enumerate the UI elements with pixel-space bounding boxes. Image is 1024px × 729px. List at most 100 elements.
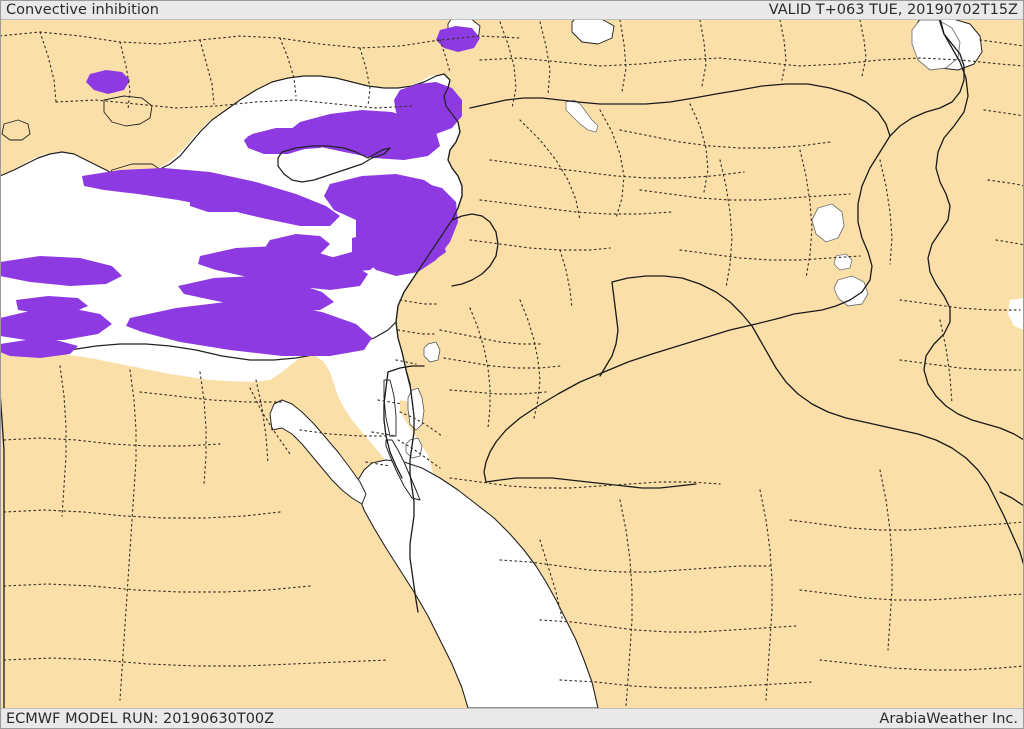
admin-egypt-10: [299, 429, 391, 437]
land-turkey-north: [0, 18, 1024, 729]
admin-egypt-8: [59, 365, 67, 517]
lake-dead-sea-south: [405, 437, 423, 459]
admin-iran-2: [983, 109, 1024, 117]
land-north-africa: [0, 350, 562, 708]
cin-patch-syria-coast: [330, 252, 380, 272]
admin-iraq-8: [899, 359, 1021, 371]
coast-turkey-south: [0, 73, 445, 177]
coast-levant-overlay: [395, 73, 463, 387]
admin-saudi-6: [759, 489, 773, 701]
sea-persian-gulf: [1008, 298, 1024, 330]
admin-turkey-14: [859, 19, 867, 77]
admin-turkey-3: [119, 41, 131, 111]
country-borders: [0, 17, 1024, 709]
admin-iran-3: [987, 179, 1024, 187]
border-jordan-iraq: [599, 281, 619, 377]
admin-israel-5: [371, 431, 397, 437]
admin-turkey-6: [359, 47, 371, 107]
admin-syria-4: [489, 159, 745, 179]
provider-credit: ArabiaWeather Inc.: [879, 711, 1018, 727]
border-israel-egypt: [383, 371, 403, 479]
admin-iraq-1: [619, 129, 831, 149]
border-egypt-libya: [0, 391, 5, 709]
admin-turkey-15: [479, 57, 1024, 67]
admin-turkey-10: [539, 21, 551, 95]
admin-iraq-3: [679, 249, 861, 261]
admin-saudi-11: [819, 659, 1024, 671]
border-iraq-iran: [923, 17, 1024, 441]
admin-jordan-3: [449, 389, 547, 395]
sea-red-sea: [357, 459, 599, 709]
admin-israel-3: [395, 359, 417, 365]
cin-patch-mid-med: [198, 246, 368, 290]
coast-cyprus-overlay: [277, 145, 391, 183]
admin-egypt-6: [199, 371, 207, 485]
admin-saudi-5: [619, 499, 633, 707]
admin-syria-7: [559, 249, 573, 309]
admin-iraq-7: [899, 299, 1021, 311]
admin-egypt-3: [3, 509, 281, 519]
admin-iran-4: [995, 239, 1024, 246]
admin-saudi-1: [449, 477, 721, 489]
admin-turkey-5: [279, 37, 297, 97]
admin-iraq-2: [639, 189, 851, 201]
admin-turkey-8: [55, 99, 413, 109]
admin-jordan-5: [519, 299, 541, 419]
admin-syria-3: [689, 103, 709, 193]
admin-egypt-1: [119, 369, 137, 701]
admin-egypt-4: [3, 583, 311, 593]
cin-patch-turkey-coast-streak: [244, 128, 336, 150]
admin-turkey-1: [0, 31, 521, 49]
admin-turkey-4: [199, 39, 215, 105]
admin-jordan-1: [439, 329, 541, 345]
admin-saudi-9: [789, 519, 1024, 531]
admin-saudi-2: [499, 559, 771, 573]
land-aegean-island-c: [1, 119, 31, 141]
cin-patch-ne-turkey: [436, 26, 480, 52]
admin-jordan-4: [469, 307, 491, 429]
lake-galilee: [423, 341, 441, 363]
admin-sinai-1: [399, 411, 443, 437]
admin-turkey-13: [779, 19, 787, 81]
cin-patch-north-cyprus: [290, 110, 440, 160]
admin-iraq-9: [939, 319, 953, 405]
admin-israel-1: [399, 299, 437, 305]
cin-patch-africa-coast-2: [0, 340, 78, 358]
admin-saudi-7: [879, 469, 893, 651]
admin-egypt-5: [3, 657, 389, 667]
admin-saudi-4: [559, 679, 813, 689]
model-run-label: ECMWF MODEL RUN: 20190630T00Z: [6, 711, 275, 727]
sea-aqaba-north: [383, 379, 397, 437]
admin-iran-1: [979, 39, 1024, 47]
valid-time-label: VALID T+063 TUE, 20190702T15Z: [768, 2, 1018, 18]
lake-assad: [565, 99, 599, 133]
admin-boundaries: [0, 19, 1024, 707]
admin-sinai-2: [397, 439, 441, 469]
cin-patch-west-med-1: [0, 256, 122, 286]
border-sinai-diag: [387, 365, 425, 373]
admin-syria-1: [519, 119, 581, 221]
lake-iraq-a: [811, 203, 845, 243]
cin-patch-south-cyprus: [190, 190, 262, 212]
admin-syria-6: [469, 239, 611, 251]
admin-syria-2: [599, 109, 625, 219]
page-title: Convective inhibition: [6, 2, 159, 18]
cin-patch-mid-med-2: [178, 276, 334, 312]
lake-urmia: [911, 19, 961, 71]
admin-israel-6: [365, 461, 391, 467]
admin-egypt-9: [139, 391, 285, 403]
admin-israel-2: [397, 329, 435, 335]
cin-patch-africa-coast-1: [0, 308, 112, 340]
admin-egypt-11: [249, 387, 291, 455]
border-lebanon: [451, 213, 499, 287]
admin-turkey-7: [439, 39, 451, 73]
admin-saudi-8: [539, 539, 563, 619]
admin-turkey-12: [699, 19, 707, 87]
cin-patch-izmir: [86, 70, 130, 94]
border-jordan-saudi: [485, 477, 697, 489]
admin-turkey-9: [499, 21, 517, 109]
admin-turkey-2: [39, 31, 57, 103]
border-turkey-syria: [469, 83, 891, 137]
header-bar: Convective inhibition VALID T+063 TUE, 2…: [0, 0, 1024, 20]
